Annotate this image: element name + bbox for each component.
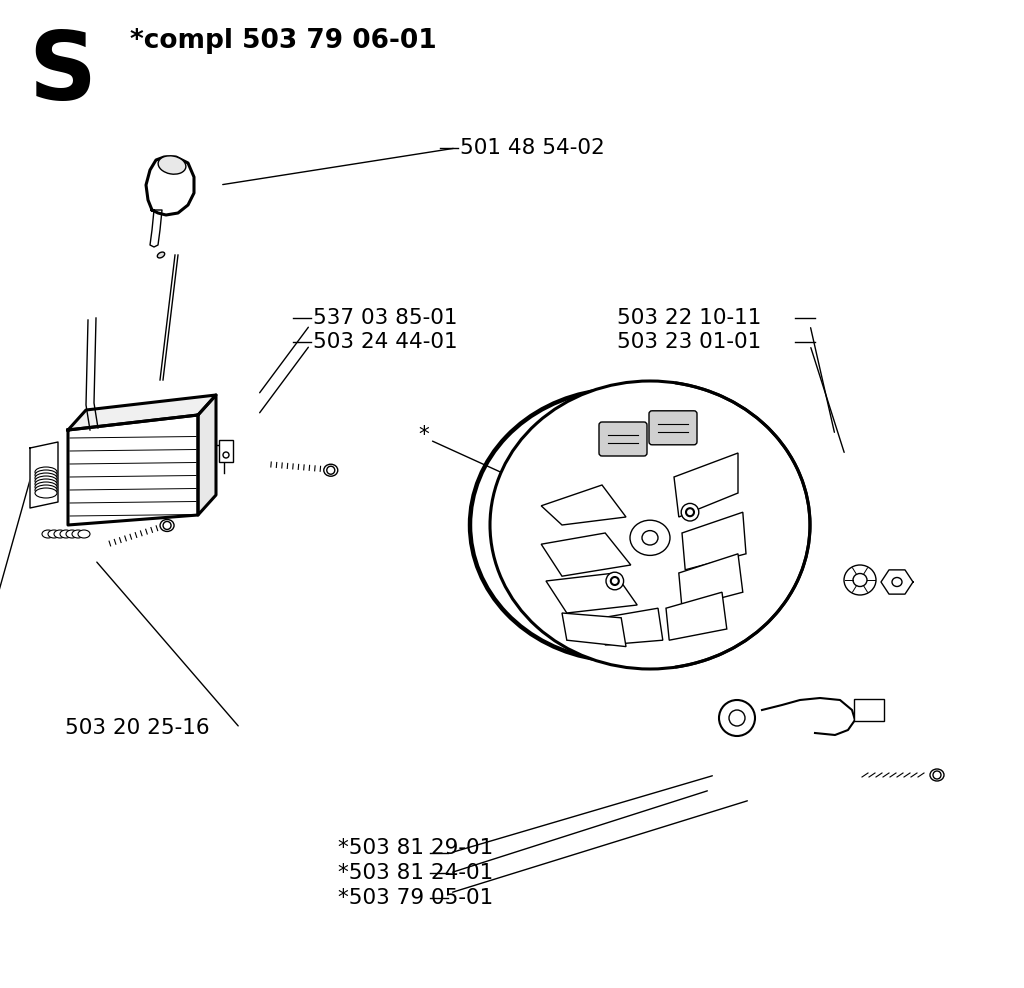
Ellipse shape bbox=[930, 769, 944, 781]
Ellipse shape bbox=[35, 479, 57, 489]
Polygon shape bbox=[666, 592, 727, 640]
Polygon shape bbox=[682, 512, 746, 570]
FancyBboxPatch shape bbox=[649, 411, 697, 445]
Ellipse shape bbox=[892, 578, 902, 587]
FancyBboxPatch shape bbox=[599, 422, 647, 456]
Polygon shape bbox=[546, 573, 637, 613]
Ellipse shape bbox=[72, 530, 84, 538]
Text: *503 79 05-01: *503 79 05-01 bbox=[338, 888, 494, 908]
Text: *503 81 24-01: *503 81 24-01 bbox=[338, 863, 494, 883]
Ellipse shape bbox=[160, 520, 174, 532]
Polygon shape bbox=[542, 533, 631, 576]
Polygon shape bbox=[30, 442, 58, 508]
Text: S: S bbox=[28, 28, 96, 120]
Circle shape bbox=[327, 466, 335, 474]
Text: 503 20 25-16: 503 20 25-16 bbox=[65, 718, 210, 738]
Polygon shape bbox=[198, 395, 216, 515]
Ellipse shape bbox=[78, 530, 90, 538]
Text: *503 81 29-01: *503 81 29-01 bbox=[338, 838, 494, 858]
Polygon shape bbox=[602, 609, 663, 645]
Ellipse shape bbox=[54, 530, 66, 538]
Ellipse shape bbox=[158, 252, 165, 258]
Ellipse shape bbox=[35, 467, 57, 477]
Polygon shape bbox=[146, 157, 194, 215]
Circle shape bbox=[163, 522, 171, 530]
Ellipse shape bbox=[60, 530, 72, 538]
Ellipse shape bbox=[35, 488, 57, 498]
Polygon shape bbox=[542, 485, 626, 525]
Text: 503 22 10-11: 503 22 10-11 bbox=[617, 308, 762, 328]
Ellipse shape bbox=[35, 476, 57, 486]
Circle shape bbox=[729, 710, 745, 726]
Circle shape bbox=[610, 577, 618, 585]
Text: 503 24 44-01: 503 24 44-01 bbox=[313, 332, 458, 352]
Ellipse shape bbox=[324, 464, 338, 476]
Ellipse shape bbox=[35, 473, 57, 483]
FancyBboxPatch shape bbox=[854, 699, 884, 721]
Ellipse shape bbox=[642, 531, 658, 545]
Polygon shape bbox=[881, 570, 913, 594]
Ellipse shape bbox=[158, 156, 186, 174]
Circle shape bbox=[606, 572, 624, 590]
Polygon shape bbox=[68, 415, 198, 525]
Ellipse shape bbox=[490, 381, 810, 669]
Polygon shape bbox=[150, 210, 162, 247]
Circle shape bbox=[681, 504, 698, 521]
Ellipse shape bbox=[42, 530, 54, 538]
Ellipse shape bbox=[35, 485, 57, 495]
Circle shape bbox=[223, 452, 229, 458]
Ellipse shape bbox=[48, 530, 60, 538]
Polygon shape bbox=[674, 453, 738, 517]
Polygon shape bbox=[679, 554, 742, 609]
Ellipse shape bbox=[35, 470, 57, 480]
Ellipse shape bbox=[630, 521, 670, 555]
Ellipse shape bbox=[844, 565, 876, 595]
Text: 537 03 85-01: 537 03 85-01 bbox=[313, 308, 458, 328]
Text: 503 23 01-01: 503 23 01-01 bbox=[617, 332, 761, 352]
Polygon shape bbox=[562, 613, 626, 646]
Circle shape bbox=[933, 771, 941, 779]
Text: 501 48 54-02: 501 48 54-02 bbox=[460, 138, 605, 158]
Circle shape bbox=[719, 700, 755, 736]
Text: *compl 503 79 06-01: *compl 503 79 06-01 bbox=[130, 28, 437, 54]
Polygon shape bbox=[68, 395, 216, 430]
Circle shape bbox=[686, 508, 694, 516]
Ellipse shape bbox=[35, 482, 57, 492]
Ellipse shape bbox=[66, 530, 78, 538]
Ellipse shape bbox=[853, 573, 867, 587]
Text: *: * bbox=[418, 425, 429, 445]
FancyBboxPatch shape bbox=[219, 440, 233, 462]
